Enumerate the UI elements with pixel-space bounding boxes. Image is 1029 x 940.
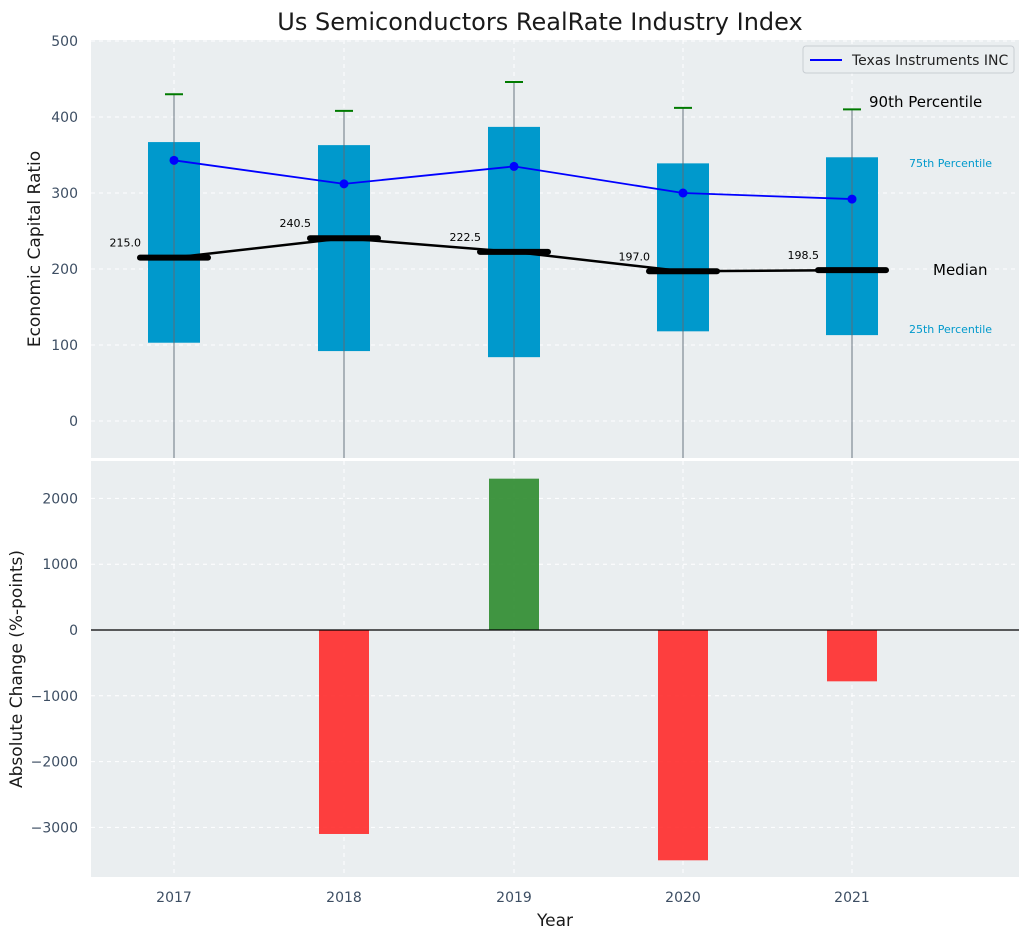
top-y-tick-label: 100 (51, 338, 78, 354)
legend: Texas Instruments INC (802, 45, 1015, 74)
top-y-tick-label: 400 (51, 110, 78, 126)
bottom-y-ticks: −3000 −2000 −1000 0 1000 2000 (31, 491, 78, 836)
series-point (678, 188, 688, 198)
x-tick-label: 2019 (496, 890, 532, 906)
series-point (847, 194, 857, 204)
top-marks: 215.0 240.5 222.5 197.0 198.5 (110, 81, 889, 458)
top-panel: 0 100 200 300 400 500 215.0 240.5 222.5 197.0 198… (25, 34, 1019, 458)
chart-title: Us Semiconductors RealRate Industry Inde… (277, 8, 802, 36)
median-value-label: 240.5 (280, 217, 312, 230)
top-y-tick-label: 0 (69, 414, 78, 430)
median-annotation: Median (933, 261, 988, 279)
median-value-label: 197.0 (619, 250, 651, 263)
bottom-y-tick-label: 1000 (42, 557, 78, 573)
series-point (169, 155, 179, 165)
legend-label: Texas Instruments INC (851, 53, 1009, 69)
change-bar (489, 478, 539, 630)
median-value-label: 198.5 (788, 249, 820, 262)
change-bar (658, 630, 708, 861)
bottom-y-tick-label: −3000 (31, 820, 78, 836)
median-value-label: 215.0 (110, 237, 142, 250)
bottom-y-tick-label: −2000 (31, 755, 78, 771)
median-value-label: 222.5 (450, 231, 482, 244)
p25-annotation: 25th Percentile (909, 323, 992, 336)
bottom-y-axis-label: Absolute Change (%-points) (7, 550, 27, 788)
x-tick-label: 2021 (834, 890, 870, 906)
bottom-y-tick-label: 2000 (42, 491, 78, 507)
series-point (339, 179, 349, 189)
x-tick-label: 2017 (156, 890, 192, 906)
p75-annotation: 75th Percentile (909, 157, 992, 170)
top-y-tick-label: 300 (51, 186, 78, 202)
top-y-tick-label: 200 (51, 262, 78, 278)
top-y-tick-label: 500 (51, 34, 78, 50)
series-point (509, 161, 519, 171)
bottom-y-tick-label: −1000 (31, 689, 78, 705)
legend-box (802, 45, 1015, 74)
top-y-axis-label: Economic Capital Ratio (25, 151, 45, 347)
x-tick-label: 2018 (326, 890, 362, 906)
x-ticks: 2017 2018 2019 2020 2021 (156, 890, 870, 906)
change-bar (827, 630, 877, 682)
x-axis-label: Year (536, 911, 573, 931)
bottom-marks (91, 478, 1019, 861)
x-tick-label: 2020 (665, 890, 701, 906)
bottom-panel: −3000 −2000 −1000 0 1000 2000 2017 2018 2019 202… (7, 461, 1019, 931)
change-bar (319, 630, 369, 834)
bottom-y-tick-label: 0 (69, 623, 78, 639)
bottom-panel-background (91, 461, 1019, 877)
top-y-ticks: 0 100 200 300 400 500 (51, 34, 78, 430)
p90-annotation: 90th Percentile (869, 93, 982, 111)
